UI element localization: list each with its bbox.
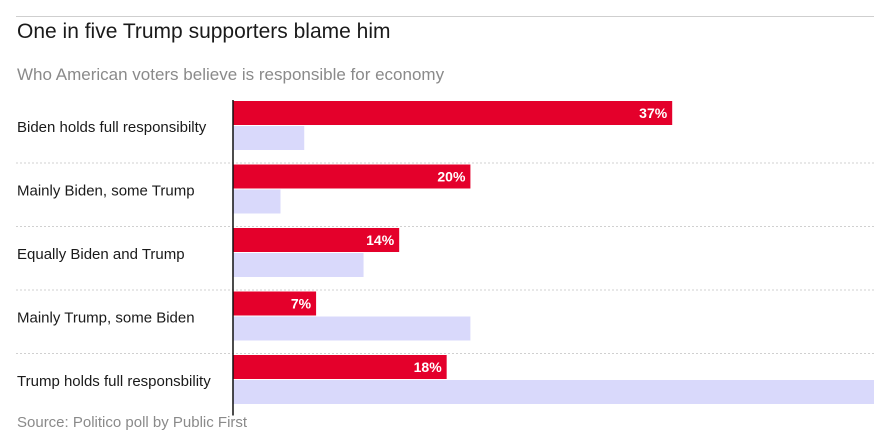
bar-secondary xyxy=(233,126,305,150)
bar-value-label: 37% xyxy=(639,105,668,121)
bar-secondary xyxy=(233,253,364,277)
chart-title: One in five Trump supporters blame him xyxy=(17,20,391,43)
bar-secondary xyxy=(233,316,471,341)
category-label: Mainly Trump, some Biden xyxy=(17,310,195,327)
bar-primary xyxy=(233,228,400,252)
bar-primary xyxy=(233,164,471,189)
top-rule xyxy=(16,16,874,17)
bar-value-label: 14% xyxy=(366,232,395,248)
bar-primary xyxy=(233,355,447,379)
category-label: Equally Biden and Trump xyxy=(17,246,185,263)
bar-primary xyxy=(233,291,317,316)
bar-secondary xyxy=(233,380,874,404)
bar-primary xyxy=(233,101,673,125)
bar-value-label: 20% xyxy=(437,169,466,185)
category-label: Mainly Biden, some Trump xyxy=(17,183,195,200)
bar-secondary xyxy=(233,189,281,214)
bar-value-label: 18% xyxy=(414,359,443,375)
bar-value-label: 7% xyxy=(291,296,312,312)
source-note: Source: Politico poll by Public First xyxy=(17,414,248,431)
category-label: Biden holds full responsibilty xyxy=(17,119,207,136)
category-label: Trump holds full responsbility xyxy=(17,373,211,390)
chart-subtitle: Who American voters believe is responsib… xyxy=(17,65,445,84)
